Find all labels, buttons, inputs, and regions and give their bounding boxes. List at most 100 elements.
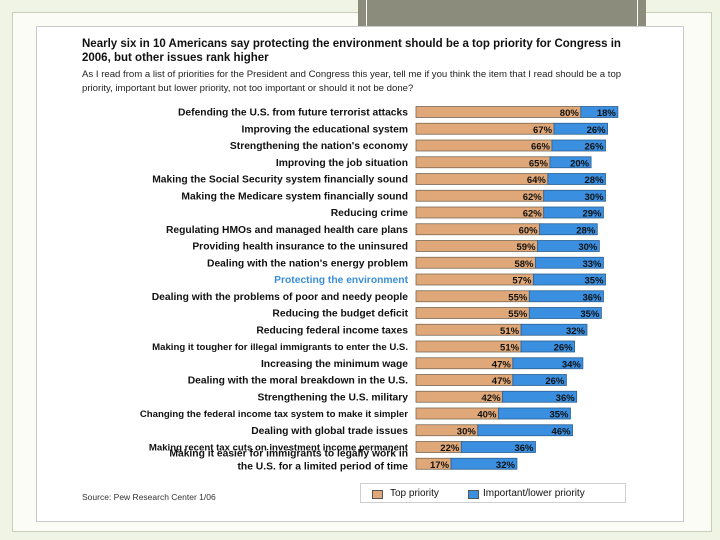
value-label-important-lower-reducing-the-budget-deficit: 35% bbox=[580, 309, 600, 320]
bar-important-lower-regulating-hmos-and-managed-health-care-plans bbox=[539, 223, 598, 236]
bar-important-lower-dealing-with-the-problems-of-poor-and-needy-people bbox=[528, 290, 604, 303]
bar-important-lower-dealing-with-the-moral-breakdown-in-the-u-s bbox=[512, 374, 567, 386]
bar-important-lower-dealing-with-global-trade-issues bbox=[477, 424, 573, 437]
bar-important-lower-protecting-the-environment bbox=[533, 273, 606, 286]
value-label-top-priority-regulating-hmos-and-managed-health-care-plans: 60% bbox=[519, 225, 539, 236]
legend-swatch-important-lower bbox=[468, 490, 479, 499]
value-label-important-lower-regulating-hmos-and-managed-health-care-plans: 28% bbox=[576, 225, 596, 236]
value-label-top-priority-making-the-social-security-system-financially-sound: 64% bbox=[527, 175, 547, 186]
value-label-top-priority-making-it-easier-for-immigrants-to-legally-work-in-the-u-s-for-a-limited-period-of-time: 17% bbox=[430, 460, 450, 471]
bar-important-lower-making-the-medicare-system-financially-sound bbox=[543, 189, 606, 202]
bar-important-lower-reducing-the-budget-deficit bbox=[528, 307, 602, 319]
bar-important-lower-providing-health-insurance-to-the-uninsured bbox=[537, 240, 600, 252]
value-label-important-lower-reducing-crime: 29% bbox=[582, 209, 602, 220]
category-label-defending-the-u-s-from-future-terrorist-attacks: Defending the U.S. from future terrorist… bbox=[178, 108, 408, 119]
value-label-important-lower-making-it-tougher-for-illegal-immigrants-to-enter-the-u-s: 26% bbox=[554, 343, 574, 354]
value-label-important-lower-dealing-with-the-moral-breakdown-in-the-u-s: 26% bbox=[545, 376, 565, 387]
value-label-important-lower-defending-the-u-s-from-future-terrorist-attacks: 18% bbox=[597, 108, 617, 119]
category-label-reducing-crime: Reducing crime bbox=[331, 208, 409, 219]
category-label-changing-the-federal-income-tax-system-to-make-it-simpler: Changing the federal income tax system t… bbox=[140, 409, 408, 420]
value-label-top-priority-dealing-with-the-moral-breakdown-in-the-u-s: 47% bbox=[492, 376, 512, 387]
bar-important-lower-strengthening-the-u-s-military bbox=[502, 390, 578, 403]
bar-important-lower-making-recent-tax-cuts-on-investment-income-permanent bbox=[460, 441, 536, 453]
bar-important-lower-improving-the-educational-system bbox=[553, 122, 608, 135]
category-label-dealing-with-the-moral-breakdown-in-the-u-s: Dealing with the moral breakdown in the … bbox=[188, 376, 408, 387]
value-label-top-priority-dealing-with-the-problems-of-poor-and-needy-people: 55% bbox=[508, 292, 528, 303]
value-label-important-lower-reducing-federal-income-taxes: 32% bbox=[566, 326, 586, 337]
value-label-important-lower-improving-the-educational-system: 26% bbox=[587, 125, 607, 136]
bar-important-lower-improving-the-job-situation bbox=[549, 156, 592, 169]
bar-important-lower-defending-the-u-s-from-future-terrorist-attacks bbox=[580, 106, 619, 118]
value-label-top-priority-making-the-medicare-system-financially-sound: 62% bbox=[523, 192, 543, 203]
value-label-top-priority-making-recent-tax-cuts-on-investment-income-permanent: 22% bbox=[440, 443, 460, 454]
value-label-top-priority-reducing-federal-income-taxes: 51% bbox=[500, 326, 520, 337]
category-label-improving-the-educational-system: Improving the educational system bbox=[241, 124, 408, 135]
legend-label-important-lower: Important/lower priority bbox=[483, 488, 585, 499]
bar-important-lower-reducing-crime bbox=[543, 206, 604, 219]
value-label-important-lower-strengthening-the-nation-s-economy: 26% bbox=[585, 142, 605, 153]
category-label-making-it-tougher-for-illegal-immigrants-to-enter-the-u-s: Making it tougher for illegal immigrants… bbox=[152, 342, 408, 353]
value-label-important-lower-protecting-the-environment: 35% bbox=[585, 276, 605, 287]
value-label-important-lower-making-the-social-security-system-financially-sound: 28% bbox=[585, 175, 605, 186]
value-label-top-priority-reducing-the-budget-deficit: 55% bbox=[508, 309, 528, 320]
value-label-top-priority-improving-the-educational-system: 67% bbox=[533, 125, 553, 136]
value-label-top-priority-increasing-the-minimum-wage: 47% bbox=[492, 359, 512, 370]
category-label-making-it-easier-for-immigrants-to-legally-work-in-the-u-s-for-a-limited-period-of-time-line-1: Making it easier for immigrants to legal… bbox=[169, 448, 408, 459]
value-label-top-priority-protecting-the-environment: 57% bbox=[512, 276, 532, 287]
bar-important-lower-changing-the-federal-income-tax-system-to-make-it-simpler bbox=[497, 407, 571, 420]
category-label-providing-health-insurance-to-the-uninsured: Providing health insurance to the uninsu… bbox=[192, 242, 408, 253]
bar-important-lower-increasing-the-minimum-wage bbox=[512, 357, 584, 370]
value-label-important-lower-dealing-with-the-nation-s-energy-problem: 33% bbox=[582, 259, 602, 270]
category-label-dealing-with-the-problems-of-poor-and-needy-people: Dealing with the problems of poor and ne… bbox=[152, 292, 409, 303]
value-label-important-lower-increasing-the-minimum-wage: 34% bbox=[562, 359, 582, 370]
value-label-important-lower-improving-the-job-situation: 20% bbox=[570, 158, 590, 169]
category-label-strengthening-the-nation-s-economy: Strengthening the nation's economy bbox=[230, 141, 408, 152]
value-label-top-priority-reducing-crime: 62% bbox=[523, 209, 543, 220]
category-label-regulating-hmos-and-managed-health-care-plans: Regulating HMOs and managed health care … bbox=[166, 225, 408, 236]
category-label-protecting-the-environment: Protecting the environment bbox=[274, 275, 408, 286]
decorative-corner-tab-outline bbox=[366, 0, 638, 35]
category-label-making-it-easier-for-immigrants-to-legally-work-in-the-u-s-for-a-limited-period-of-time-line-2: the U.S. for a limited period of time bbox=[238, 461, 409, 472]
category-label-dealing-with-the-nation-s-energy-problem: Dealing with the nation's energy problem bbox=[207, 258, 408, 269]
survey-question: As I read from a list of priorities for … bbox=[82, 69, 622, 94]
category-label-making-recent-tax-cuts-on-investment-income-permanent: Making recent tax cuts on investment inc… bbox=[149, 443, 409, 454]
value-label-top-priority-defending-the-u-s-from-future-terrorist-attacks: 80% bbox=[560, 108, 580, 119]
value-label-top-priority-improving-the-job-situation: 65% bbox=[529, 158, 549, 169]
bar-important-lower-making-it-easier-for-immigrants-to-legally-work-in-the-u-s-for-a-limited-period-of-time bbox=[450, 457, 518, 470]
value-label-important-lower-providing-health-insurance-to-the-uninsured: 30% bbox=[578, 242, 598, 253]
bar-important-lower-strengthening-the-nation-s-economy bbox=[551, 139, 606, 152]
bar-top-priority-defending-the-u-s-from-future-terrorist-attacks bbox=[415, 106, 582, 118]
value-label-top-priority-changing-the-federal-income-tax-system-to-make-it-simpler: 40% bbox=[477, 410, 497, 421]
category-label-dealing-with-global-trade-issues: Dealing with global trade issues bbox=[251, 426, 408, 437]
bar-important-lower-reducing-federal-income-taxes bbox=[520, 323, 588, 336]
category-label-reducing-federal-income-taxes: Reducing federal income taxes bbox=[256, 325, 408, 336]
source-note: Source: Pew Research Center 1/06 bbox=[82, 492, 216, 502]
category-label-making-the-medicare-system-financially-sound: Making the Medicare system financially s… bbox=[181, 191, 408, 202]
value-label-important-lower-strengthening-the-u-s-military: 36% bbox=[556, 393, 576, 404]
value-label-important-lower-making-it-easier-for-immigrants-to-legally-work-in-the-u-s-for-a-limited-period-of-time: 32% bbox=[496, 460, 516, 471]
value-label-important-lower-dealing-with-global-trade-issues: 46% bbox=[552, 426, 572, 437]
value-label-top-priority-strengthening-the-u-s-military: 42% bbox=[482, 393, 502, 404]
legend-swatch-top-priority bbox=[372, 490, 383, 499]
bar-important-lower-making-it-tougher-for-illegal-immigrants-to-enter-the-u-s bbox=[520, 340, 576, 353]
value-label-important-lower-making-the-medicare-system-financially-sound: 30% bbox=[585, 192, 605, 203]
value-label-important-lower-changing-the-federal-income-tax-system-to-make-it-simpler: 35% bbox=[549, 410, 569, 421]
value-label-top-priority-making-it-tougher-for-illegal-immigrants-to-enter-the-u-s: 51% bbox=[500, 343, 520, 354]
value-label-top-priority-providing-health-insurance-to-the-uninsured: 59% bbox=[517, 242, 537, 253]
category-label-improving-the-job-situation: Improving the job situation bbox=[276, 158, 408, 169]
category-label-reducing-the-budget-deficit: Reducing the budget deficit bbox=[272, 309, 408, 320]
value-label-important-lower-making-recent-tax-cuts-on-investment-income-permanent: 36% bbox=[514, 443, 534, 454]
value-label-important-lower-dealing-with-the-problems-of-poor-and-needy-people: 36% bbox=[582, 292, 602, 303]
value-label-top-priority-dealing-with-global-trade-issues: 30% bbox=[457, 426, 477, 437]
legend bbox=[360, 483, 626, 503]
category-label-increasing-the-minimum-wage: Increasing the minimum wage bbox=[261, 359, 408, 370]
chart-title: Nearly six in 10 Americans say protectin… bbox=[82, 36, 627, 65]
category-label-strengthening-the-u-s-military: Strengthening the U.S. military bbox=[258, 392, 409, 403]
value-label-top-priority-strengthening-the-nation-s-economy: 66% bbox=[531, 142, 551, 153]
bar-important-lower-dealing-with-the-nation-s-energy-problem bbox=[535, 256, 604, 269]
bar-important-lower-making-the-social-security-system-financially-sound bbox=[547, 173, 606, 185]
value-label-top-priority-dealing-with-the-nation-s-energy-problem: 58% bbox=[514, 259, 534, 270]
legend-label-top-priority: Top priority bbox=[390, 488, 439, 499]
category-label-making-the-social-security-system-financially-sound: Making the Social Security system financ… bbox=[152, 175, 408, 186]
